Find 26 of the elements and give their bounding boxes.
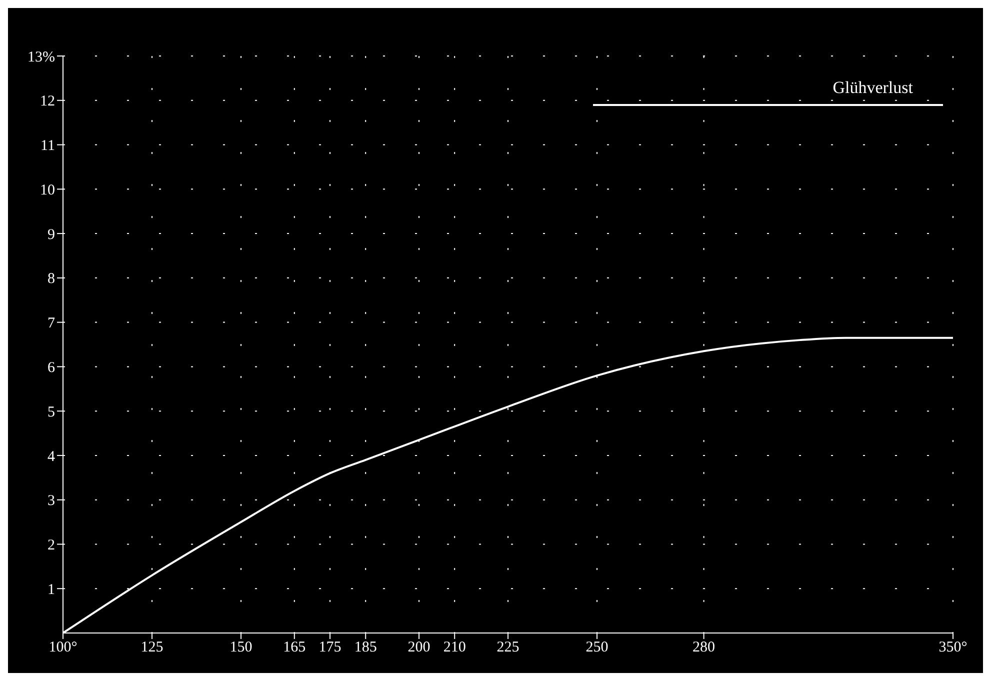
x-tick-label: 280 xyxy=(692,640,716,656)
y-tick-label: 6 xyxy=(48,360,56,376)
x-tick-label: 185 xyxy=(354,640,377,656)
y-tick-label: 4 xyxy=(48,448,56,465)
x-tick-label: 250 xyxy=(586,640,608,656)
y-tick-label: 5 xyxy=(48,404,55,420)
y-tick-label: 2 xyxy=(48,538,55,554)
y-tick-label: 11 xyxy=(40,138,55,154)
x-tick-label: 210 xyxy=(443,640,466,656)
x-tick-label: 350° xyxy=(938,640,968,656)
y-tick-label: 7 xyxy=(48,316,56,332)
y-tick-label: 10 xyxy=(40,182,55,198)
x-tick-label: 100° xyxy=(48,640,78,656)
y-tick-label: 8 xyxy=(48,271,55,288)
x-tick-label: 150 xyxy=(230,640,252,656)
text: Glühverlust xyxy=(832,78,914,98)
y-tick-label: 3 xyxy=(48,493,55,510)
x-tick-label: 165 xyxy=(283,640,306,656)
x-tick-label: 125 xyxy=(140,640,164,656)
y-tick-label: 9 xyxy=(48,226,55,243)
x-tick-label: 175 xyxy=(318,640,342,656)
y-tick-label: 12 xyxy=(40,94,55,110)
y-tick-label: 13% xyxy=(28,49,55,66)
y-tick-label: 1 xyxy=(48,582,55,598)
x-tick-label: 225 xyxy=(496,640,520,656)
x-tick-label: 200 xyxy=(408,640,430,656)
